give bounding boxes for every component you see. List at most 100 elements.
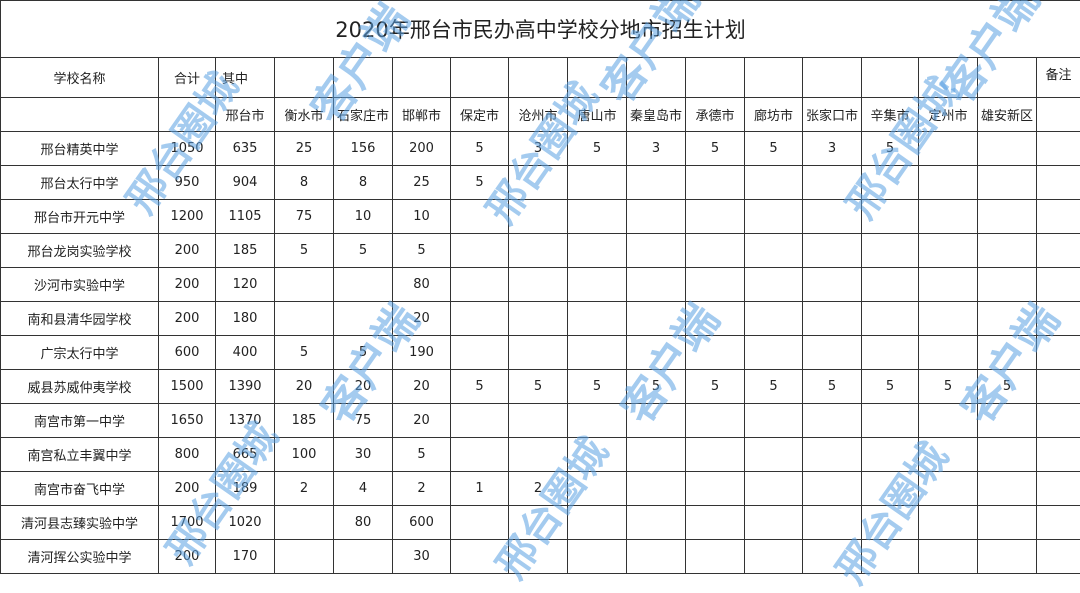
city-quota-cell bbox=[919, 472, 978, 506]
city-quota-cell: 25 bbox=[393, 166, 451, 200]
city-quota-cell bbox=[686, 234, 745, 268]
remarks-cell bbox=[1037, 132, 1080, 166]
city-quota-cell bbox=[509, 404, 568, 438]
city-quota-cell: 75 bbox=[334, 404, 393, 438]
city-quota-cell: 1 bbox=[451, 472, 509, 506]
page-title: 2020年邢台市民办高中学校分地市招生计划 bbox=[1, 1, 1080, 58]
city-quota-cell: 400 bbox=[216, 336, 275, 370]
city-quota-cell: 5 bbox=[275, 234, 334, 268]
city-quota-cell bbox=[745, 234, 803, 268]
header-city: 衡水市 bbox=[275, 98, 334, 132]
city-quota-cell bbox=[686, 540, 745, 574]
city-quota-cell: 8 bbox=[334, 166, 393, 200]
city-quota-cell bbox=[686, 336, 745, 370]
total-cell: 200 bbox=[159, 540, 216, 574]
city-quota-cell: 3 bbox=[803, 132, 862, 166]
header-city: 邯郸市 bbox=[393, 98, 451, 132]
city-quota-cell bbox=[627, 336, 686, 370]
city-quota-cell: 5 bbox=[686, 370, 745, 404]
header-city: 张家口市 bbox=[803, 98, 862, 132]
city-quota-cell bbox=[451, 200, 509, 234]
city-quota-cell: 120 bbox=[216, 268, 275, 302]
city-quota-cell bbox=[978, 438, 1037, 472]
city-quota-cell: 200 bbox=[393, 132, 451, 166]
city-quota-cell bbox=[509, 302, 568, 336]
total-cell: 800 bbox=[159, 438, 216, 472]
city-quota-cell bbox=[745, 200, 803, 234]
city-quota-cell: 2 bbox=[275, 472, 334, 506]
city-quota-cell: 5 bbox=[334, 234, 393, 268]
city-quota-cell bbox=[275, 302, 334, 336]
header-total: 合计 bbox=[159, 58, 216, 98]
city-quota-cell bbox=[803, 166, 862, 200]
city-quota-cell bbox=[568, 268, 627, 302]
city-quota-cell bbox=[919, 234, 978, 268]
header-of-which: 其中 bbox=[216, 58, 275, 98]
city-quota-cell bbox=[451, 234, 509, 268]
city-quota-cell: 1105 bbox=[216, 200, 275, 234]
city-quota-cell: 5 bbox=[745, 370, 803, 404]
total-cell: 200 bbox=[159, 234, 216, 268]
city-quota-cell bbox=[627, 438, 686, 472]
city-quota-cell: 2 bbox=[393, 472, 451, 506]
city-quota-cell bbox=[686, 472, 745, 506]
city-quota-cell bbox=[745, 268, 803, 302]
city-quota-cell: 1370 bbox=[216, 404, 275, 438]
city-quota-cell bbox=[919, 438, 978, 472]
city-quota-cell bbox=[686, 404, 745, 438]
city-quota-cell: 10 bbox=[334, 200, 393, 234]
header-school-name: 学校名称 bbox=[1, 58, 159, 98]
header-city: 沧州市 bbox=[509, 98, 568, 132]
remarks-cell bbox=[1037, 336, 1080, 370]
header-city: 邢台市 bbox=[216, 98, 275, 132]
city-quota-cell: 20 bbox=[393, 370, 451, 404]
city-quota-cell: 185 bbox=[216, 234, 275, 268]
header-city: 石家庄市 bbox=[334, 98, 393, 132]
city-quota-cell bbox=[978, 540, 1037, 574]
city-quota-cell bbox=[862, 302, 919, 336]
total-cell: 950 bbox=[159, 166, 216, 200]
city-quota-cell: 904 bbox=[216, 166, 275, 200]
city-quota-cell: 30 bbox=[393, 540, 451, 574]
city-quota-cell bbox=[919, 132, 978, 166]
school-name: 南宫私立丰翼中学 bbox=[1, 438, 159, 472]
city-quota-cell bbox=[862, 506, 919, 540]
city-quota-cell: 170 bbox=[216, 540, 275, 574]
remarks-cell bbox=[1037, 268, 1080, 302]
school-name: 邢台太行中学 bbox=[1, 166, 159, 200]
city-quota-cell bbox=[803, 404, 862, 438]
city-quota-cell: 5 bbox=[568, 132, 627, 166]
city-quota-cell: 20 bbox=[393, 302, 451, 336]
city-quota-cell: 665 bbox=[216, 438, 275, 472]
total-cell: 1200 bbox=[159, 200, 216, 234]
school-name: 清河挥公实验中学 bbox=[1, 540, 159, 574]
school-name: 沙河市实验中学 bbox=[1, 268, 159, 302]
school-name: 南宫市第一中学 bbox=[1, 404, 159, 438]
city-quota-cell bbox=[568, 200, 627, 234]
city-quota-cell bbox=[509, 506, 568, 540]
city-quota-cell: 20 bbox=[334, 370, 393, 404]
city-quota-cell bbox=[568, 472, 627, 506]
city-quota-cell bbox=[978, 166, 1037, 200]
city-quota-cell bbox=[803, 506, 862, 540]
city-quota-cell: 10 bbox=[393, 200, 451, 234]
city-quota-cell bbox=[862, 438, 919, 472]
city-quota-cell bbox=[978, 268, 1037, 302]
city-quota-cell bbox=[627, 506, 686, 540]
city-quota-cell bbox=[919, 506, 978, 540]
city-quota-cell: 5 bbox=[862, 370, 919, 404]
city-quota-cell: 635 bbox=[216, 132, 275, 166]
city-quota-cell: 5 bbox=[978, 370, 1037, 404]
city-quota-cell bbox=[451, 438, 509, 472]
school-name: 威县苏威仲夷学校 bbox=[1, 370, 159, 404]
city-quota-cell bbox=[978, 404, 1037, 438]
total-cell: 1050 bbox=[159, 132, 216, 166]
city-quota-cell bbox=[686, 506, 745, 540]
city-quota-cell: 5 bbox=[803, 370, 862, 404]
city-quota-cell: 5 bbox=[451, 370, 509, 404]
total-cell: 1500 bbox=[159, 370, 216, 404]
city-quota-cell bbox=[862, 472, 919, 506]
city-quota-cell bbox=[509, 438, 568, 472]
city-quota-cell bbox=[334, 302, 393, 336]
